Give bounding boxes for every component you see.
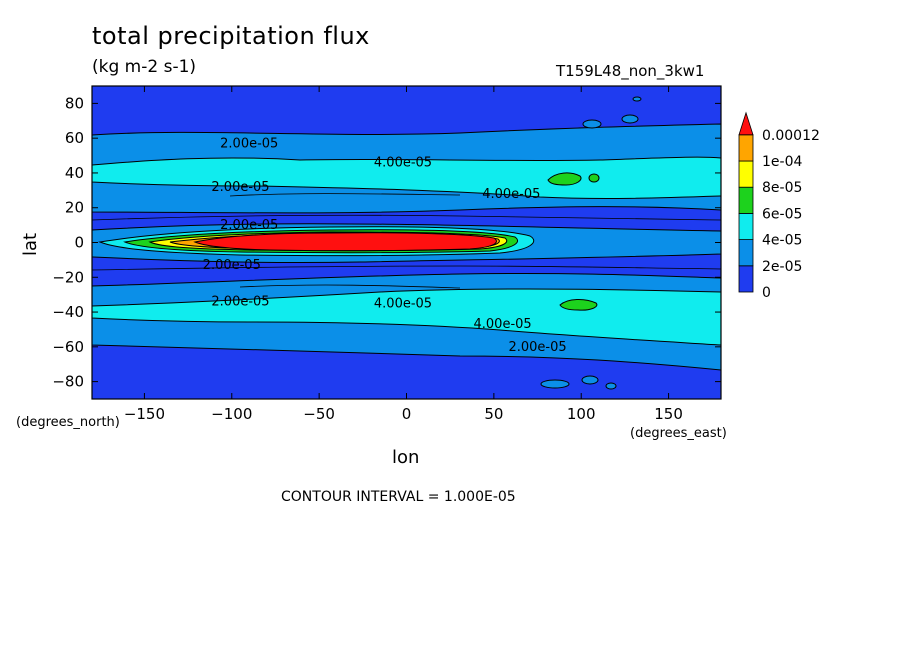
island-n1 [582, 119, 602, 129]
colorbar-label: 0 [762, 285, 771, 301]
y-axis-unit: (degrees_north) [16, 415, 120, 430]
contour-label: 4.00e-05 [482, 187, 540, 202]
colorbar-swatch [738, 160, 754, 188]
island-s1 [540, 379, 570, 389]
island-n2 [621, 114, 639, 124]
x-tick-label: 100 [567, 405, 596, 423]
y-tick-label: 20 [65, 199, 84, 217]
y-tick-label: 60 [65, 129, 84, 147]
band-4e-05-north [92, 156, 721, 200]
contour-line-4 [239, 284, 461, 289]
contour-line-3 [229, 193, 461, 197]
colorbar-swatch [738, 212, 754, 240]
blob-6e-05-south [559, 299, 598, 311]
band-0.00012-itcz [193, 232, 497, 252]
contour-label: 2.00e-05 [508, 340, 566, 355]
colorbar-label: 8e-05 [762, 180, 802, 196]
contour-line-2 [92, 214, 721, 221]
y-tick-label: 80 [65, 94, 84, 112]
x-tick-label: 50 [484, 405, 503, 423]
blob-6e-05-north-small [588, 173, 600, 183]
colorbar: 0 2e-05 4e-05 6e-05 8e-05 1e-04 0.00012 [738, 111, 820, 301]
y-axis-ticks: −80 −60 −40 −20 0 20 40 60 80 [52, 94, 721, 391]
x-tick-label: −150 [124, 405, 165, 423]
x-axis-unit: (degrees_east) [630, 426, 727, 441]
y-axis-label: lat [20, 232, 41, 256]
blob-6e-05-north [547, 172, 582, 186]
colorbar-label: 0.00012 [762, 128, 820, 144]
contour-label: 2.00e-05 [220, 218, 278, 233]
colorbar-swatch [738, 134, 754, 162]
contour-fill [92, 86, 721, 399]
colorbar-swatch [738, 265, 754, 293]
colorbar-label: 4e-05 [762, 233, 802, 249]
contour-labels: 2.00e-05 4.00e-05 2.00e-05 4.00e-05 2.00e-05… [203, 136, 567, 354]
contour-label: 4.00e-05 [374, 156, 432, 171]
colorbar-swatch [738, 186, 754, 214]
y-tick-label: 0 [74, 234, 84, 252]
x-axis-label: lon [392, 447, 420, 468]
island-n3 [632, 96, 642, 102]
y-tick-label: −40 [52, 303, 84, 321]
x-tick-label: 150 [654, 405, 683, 423]
x-axis-ticks: −150 −100 −50 0 50 100 150 [124, 86, 683, 423]
x-tick-label: 0 [402, 405, 412, 423]
contour-line-1 [92, 265, 721, 271]
contour-label: 2.00e-05 [203, 258, 261, 273]
run-id-label: T159L48_non_3kw1 [556, 62, 705, 80]
contour-label: 2.00e-05 [211, 295, 269, 310]
island-s2 [581, 375, 599, 385]
chart-title: total precipitation flux [92, 22, 370, 50]
colorbar-label: 1e-04 [762, 154, 802, 170]
x-tick-label: −50 [303, 405, 335, 423]
y-tick-label: −20 [52, 268, 84, 286]
y-tick-label: −80 [52, 373, 84, 391]
x-tick-label: −100 [211, 405, 252, 423]
colorbar-swatch [738, 239, 754, 267]
contour-label: 2.00e-05 [220, 136, 278, 151]
chart-units: (kg m-2 s-1) [92, 57, 197, 77]
y-tick-label: 40 [65, 164, 84, 182]
y-tick-label: −60 [52, 338, 84, 356]
colorbar-label: 6e-05 [762, 206, 802, 222]
contour-interval-label: CONTOUR INTERVAL = 1.000E-05 [281, 489, 516, 505]
colorbar-label: 2e-05 [762, 259, 802, 275]
colorbar-extension-arrow [738, 111, 754, 136]
contour-label: 4.00e-05 [374, 296, 432, 311]
island-s3 [605, 382, 617, 390]
contour-label: 4.00e-05 [474, 317, 532, 332]
contour-label: 2.00e-05 [211, 180, 269, 195]
